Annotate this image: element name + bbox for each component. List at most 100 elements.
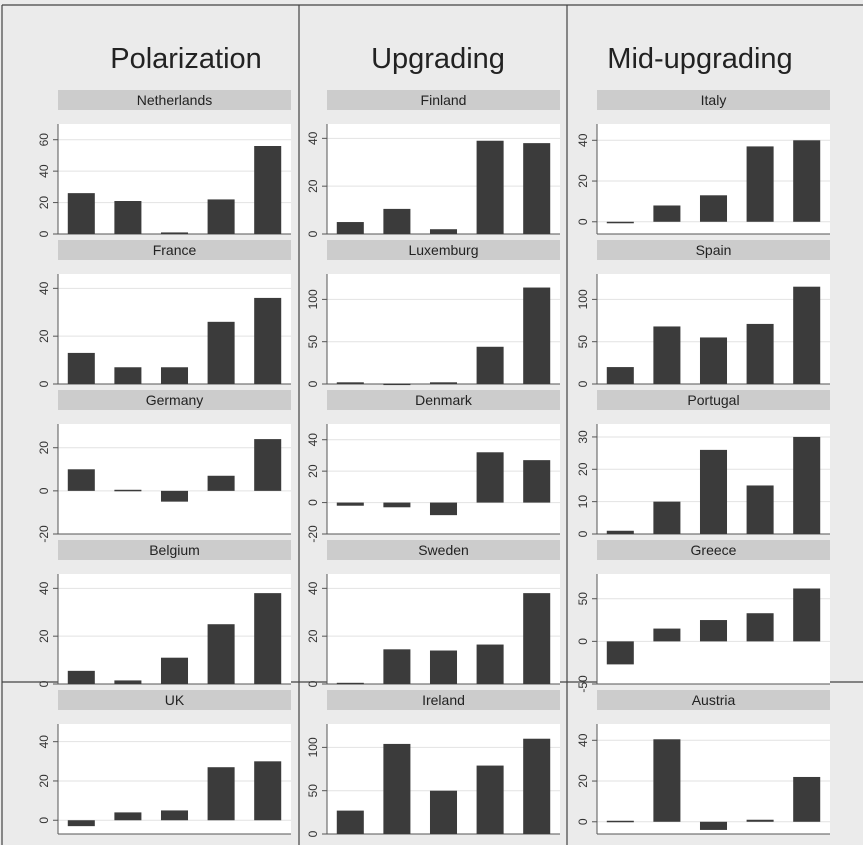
y-tick-label-italy: 40	[576, 133, 590, 147]
y-tick-label-belgium: 40	[37, 581, 51, 595]
bar-france	[160, 367, 189, 384]
bar-belgium	[114, 680, 142, 684]
panel-title-ireland: Ireland	[422, 692, 465, 708]
bar-france	[114, 367, 142, 384]
y-tick-label-italy: 0	[576, 218, 590, 225]
bar-finland	[476, 140, 504, 234]
bar-france	[67, 352, 95, 384]
bar-luxemburg	[429, 382, 458, 384]
y-tick-label-uk: 40	[37, 735, 51, 749]
bar-austria	[746, 819, 774, 822]
y-tick-label-germany: -20	[37, 525, 51, 543]
y-tick-label-ireland: 50	[306, 784, 320, 798]
panel-title-uk: UK	[165, 692, 185, 708]
panel-strip-finland	[327, 90, 560, 110]
panel-germany: Germany -20 0 20	[37, 390, 291, 543]
bar-finland	[336, 222, 364, 234]
y-tick-label-belgium: 0	[37, 680, 51, 687]
panel-luxemburg: Luxemburg 0 50 100	[306, 240, 560, 387]
panel-title-luxemburg: Luxemburg	[408, 242, 478, 258]
y-tick-label-greece: 0	[576, 638, 590, 645]
bar-sweden	[336, 682, 364, 685]
y-tick-label-sweden: 20	[306, 629, 320, 643]
column-title-polarization: Polarization	[110, 43, 262, 75]
bar-denmark	[383, 502, 411, 508]
y-tick-label-denmark: 0	[306, 499, 320, 506]
y-tick-label-france: 0	[37, 380, 51, 387]
y-tick-label-portugal: 20	[576, 462, 590, 476]
bar-france	[207, 321, 235, 384]
panel-denmark: Denmark -20 0 20 40	[306, 390, 560, 543]
bar-netherlands	[207, 199, 235, 234]
y-tick-label-netherlands: 0	[37, 230, 51, 237]
plot-area-netherlands	[58, 124, 291, 234]
bar-uk	[254, 761, 282, 821]
y-tick-label-austria: 0	[576, 818, 590, 825]
panel-strip-ireland	[327, 690, 560, 710]
bar-finland	[523, 143, 551, 234]
bar-belgium	[207, 624, 235, 684]
panel-uk: UK 0 20 40	[37, 690, 291, 835]
bar-germany	[160, 490, 189, 502]
bar-germany	[114, 489, 142, 492]
y-tick-label-spain: 50	[576, 335, 590, 349]
bar-spain	[699, 337, 728, 384]
plot-area-germany	[58, 424, 291, 534]
bar-ireland	[429, 790, 458, 834]
bar-austria	[793, 776, 821, 822]
bar-germany	[254, 439, 282, 491]
panel-ireland: Ireland 0 50 100	[306, 690, 560, 837]
panel-title-austria: Austria	[692, 692, 736, 708]
bar-spain	[793, 286, 821, 384]
panel-greece: Greece -50 0 50	[576, 540, 830, 693]
bar-italy	[653, 205, 681, 222]
y-tick-label-germany: 20	[37, 441, 51, 455]
bar-luxemburg	[336, 382, 364, 384]
y-tick-label-luxemburg: 0	[306, 380, 320, 387]
bar-ireland	[383, 743, 411, 834]
panel-finland: Finland 0 20 40	[306, 90, 560, 237]
panels-group: Netherlands 0 20 40 60 France 0 20 40 Germany -20 0…	[37, 90, 830, 837]
column-title-mid-upgrading: Mid-upgrading	[607, 43, 792, 75]
panel-strip-sweden	[327, 540, 560, 560]
plot-area-finland	[327, 124, 560, 234]
plot-area-austria	[597, 724, 830, 834]
y-tick-label-ireland: 100	[306, 737, 320, 757]
y-tick-label-spain: 0	[576, 380, 590, 387]
bar-portugal	[606, 530, 634, 534]
bar-italy	[606, 221, 634, 224]
panel-strip-austria	[597, 690, 830, 710]
bar-netherlands	[160, 232, 189, 234]
bar-portugal	[699, 449, 728, 534]
panel-title-greece: Greece	[691, 542, 737, 558]
y-tick-label-portugal: 0	[576, 530, 590, 537]
panel-strip-spain	[597, 240, 830, 260]
panel-title-netherlands: Netherlands	[137, 92, 213, 108]
panel-strip-germany	[58, 390, 291, 410]
bar-uk	[67, 820, 95, 827]
panel-strip-netherlands	[58, 90, 291, 110]
bar-greece	[793, 588, 821, 642]
panel-strip-luxemburg	[327, 240, 560, 260]
bar-sweden	[523, 593, 551, 684]
panel-france: France 0 20 40	[37, 240, 291, 387]
y-tick-label-finland: 40	[306, 131, 320, 145]
panel-title-italy: Italy	[701, 92, 727, 108]
y-tick-label-portugal: 30	[576, 430, 590, 444]
y-tick-label-denmark: 40	[306, 433, 320, 447]
y-tick-label-uk: 0	[37, 817, 51, 824]
y-tick-label-finland: 20	[306, 179, 320, 193]
bar-uk	[114, 812, 142, 821]
bar-luxemburg	[523, 287, 551, 384]
y-tick-label-denmark: -20	[306, 525, 320, 543]
y-tick-label-austria: 20	[576, 774, 590, 788]
y-tick-label-uk: 20	[37, 774, 51, 788]
y-tick-label-sweden: 40	[306, 581, 320, 595]
bar-finland	[383, 208, 411, 234]
panel-portugal: Portugal 0 10 20 30	[576, 390, 830, 537]
bar-denmark	[523, 460, 551, 503]
bar-germany	[67, 469, 95, 491]
bar-greece	[746, 613, 774, 642]
y-tick-label-greece: -50	[576, 675, 590, 693]
panel-sweden: Sweden 0 20 40	[306, 540, 560, 687]
